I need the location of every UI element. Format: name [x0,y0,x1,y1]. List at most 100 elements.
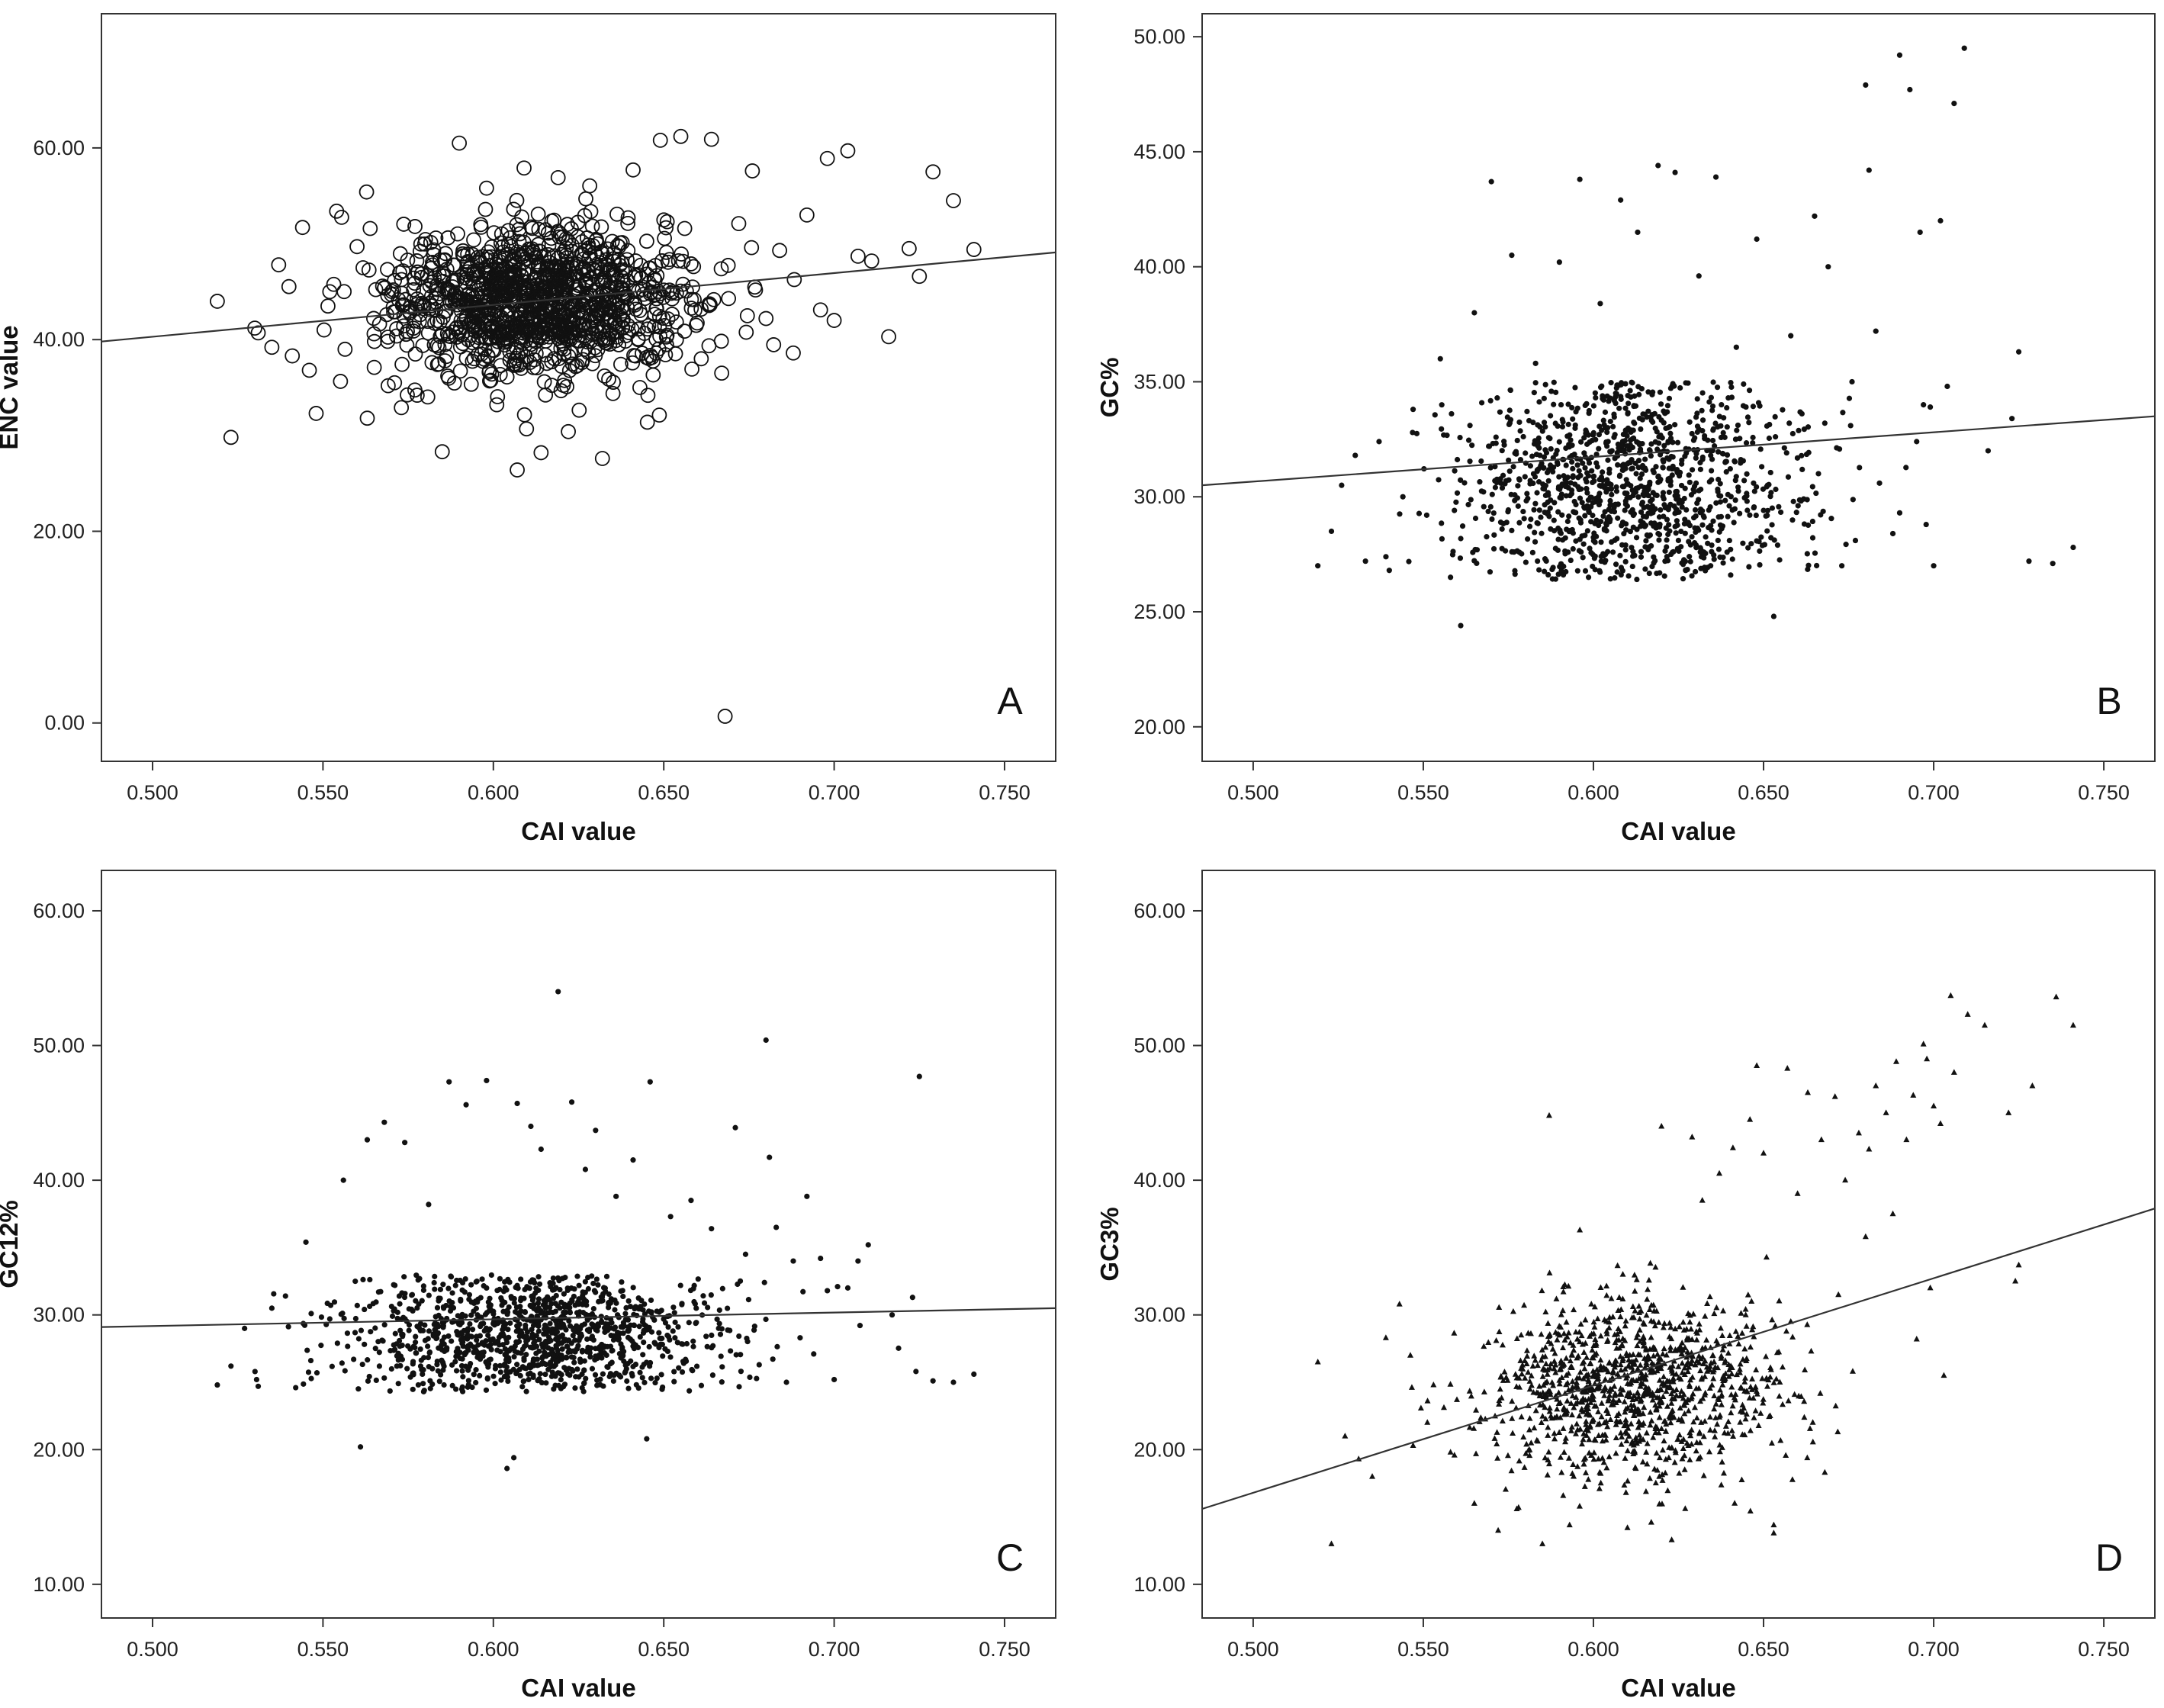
scatter-point [683,256,699,272]
scatter-point [1588,1385,1595,1391]
scatter-point [1533,1436,1540,1443]
scatter-point [627,1336,633,1343]
scatter-point [1710,379,1716,385]
scatter-point [580,1347,586,1353]
scatter-point [1452,507,1458,513]
scatter-point [718,1353,724,1359]
scatter-point [1711,1405,1718,1412]
scatter-point [1635,458,1642,464]
scatter-point [1542,482,1549,489]
scatter-point [490,306,506,322]
scatter-point [333,374,349,389]
scatter-point [1619,1335,1626,1342]
scatter-point [376,1349,382,1356]
scatter-point [1666,522,1672,528]
scatter-point [1550,1382,1557,1388]
scatter-point [1718,1353,1725,1359]
scatter-point [496,1342,503,1348]
scatter-point [1828,516,1834,522]
scatter-point [1570,465,1576,471]
scatter-point [1785,474,1792,480]
scatter-point [1744,471,1750,477]
scatter-point [1598,553,1604,560]
scatter-point [1543,558,1549,564]
scatter-point [1638,426,1644,433]
scatter-point [1554,1413,1561,1420]
scatter-point [1644,1440,1651,1446]
scatter-point [1580,460,1586,466]
scatter-point [1796,1392,1802,1399]
scatter-point [1613,1434,1619,1441]
scatter-point [1937,217,1944,224]
scatter-point [1670,1388,1677,1394]
scatter-point [1530,471,1537,477]
scatter-point [1589,1346,1596,1353]
scatter-point [1758,534,1764,540]
scatter-point [578,1331,584,1337]
scatter-point [600,1371,606,1377]
scatter-point [1673,488,1679,495]
scatter-point [661,282,677,298]
scatter-point [1776,1297,1783,1304]
scatter-point [626,348,641,363]
scatter-point [657,230,673,246]
scatter-point [490,1373,497,1379]
scatter-point [535,1323,542,1329]
scatter-point [436,304,452,320]
scatter-point [1481,503,1487,510]
scatter-point [1728,394,1735,400]
scatter-point [1661,502,1667,508]
scatter-point [1767,469,1773,476]
scatter-point [1637,1362,1644,1368]
scatter-point [606,1373,613,1380]
scatter-point [381,1119,387,1125]
scatter-point [1652,1401,1659,1408]
scatter-point [1682,1505,1689,1511]
scatter-point [1680,1445,1687,1451]
scatter-point [448,1273,454,1279]
scatter-point [1530,480,1536,487]
scatter-point [1556,474,1562,480]
scatter-point [1647,510,1653,516]
scatter-point [1666,1444,1673,1450]
scatter-point [1699,1395,1706,1401]
scatter-point [1616,1328,1623,1334]
scatter-point [1499,1341,1506,1348]
scatter-point [413,1298,419,1304]
scatter-point [1720,1469,1727,1476]
scatter-point [1699,428,1706,434]
scatter-point [445,324,461,340]
scatter-point [1472,515,1479,522]
scatter-point [1760,1400,1767,1406]
scatter-point [1525,1446,1532,1453]
scatter-point [1716,1448,1723,1455]
scatter-point [1667,430,1674,436]
scatter-point [1961,45,1967,51]
scatter-point [1704,1368,1711,1374]
scatter-point [1714,1420,1721,1427]
scatter-point [1622,405,1629,411]
scatter-point [1814,562,1820,569]
scatter-point [496,326,512,342]
scatter-point [1706,1293,1713,1300]
scatter-point [1569,1392,1576,1399]
scatter-point [1588,503,1594,510]
scatter-point [1680,576,1687,582]
scatter-point [1551,517,1557,523]
scatter-point [1596,1420,1603,1427]
scatter-point [1657,570,1663,576]
scatter-point [519,282,535,298]
scatter-point [744,1339,751,1345]
scatter-point [511,1300,517,1306]
scatter-point [1603,522,1609,528]
scatter-point [622,1311,629,1317]
scatter-point [631,267,647,283]
scatter-point [1569,1470,1576,1476]
scatter-point [1719,450,1725,457]
scatter-point [1750,404,1757,410]
scatter-point [679,1341,685,1347]
scatter-point [523,219,539,235]
scatter-point [1663,425,1669,432]
scatter-point [1519,1370,1526,1377]
scatter-point [1712,174,1719,180]
